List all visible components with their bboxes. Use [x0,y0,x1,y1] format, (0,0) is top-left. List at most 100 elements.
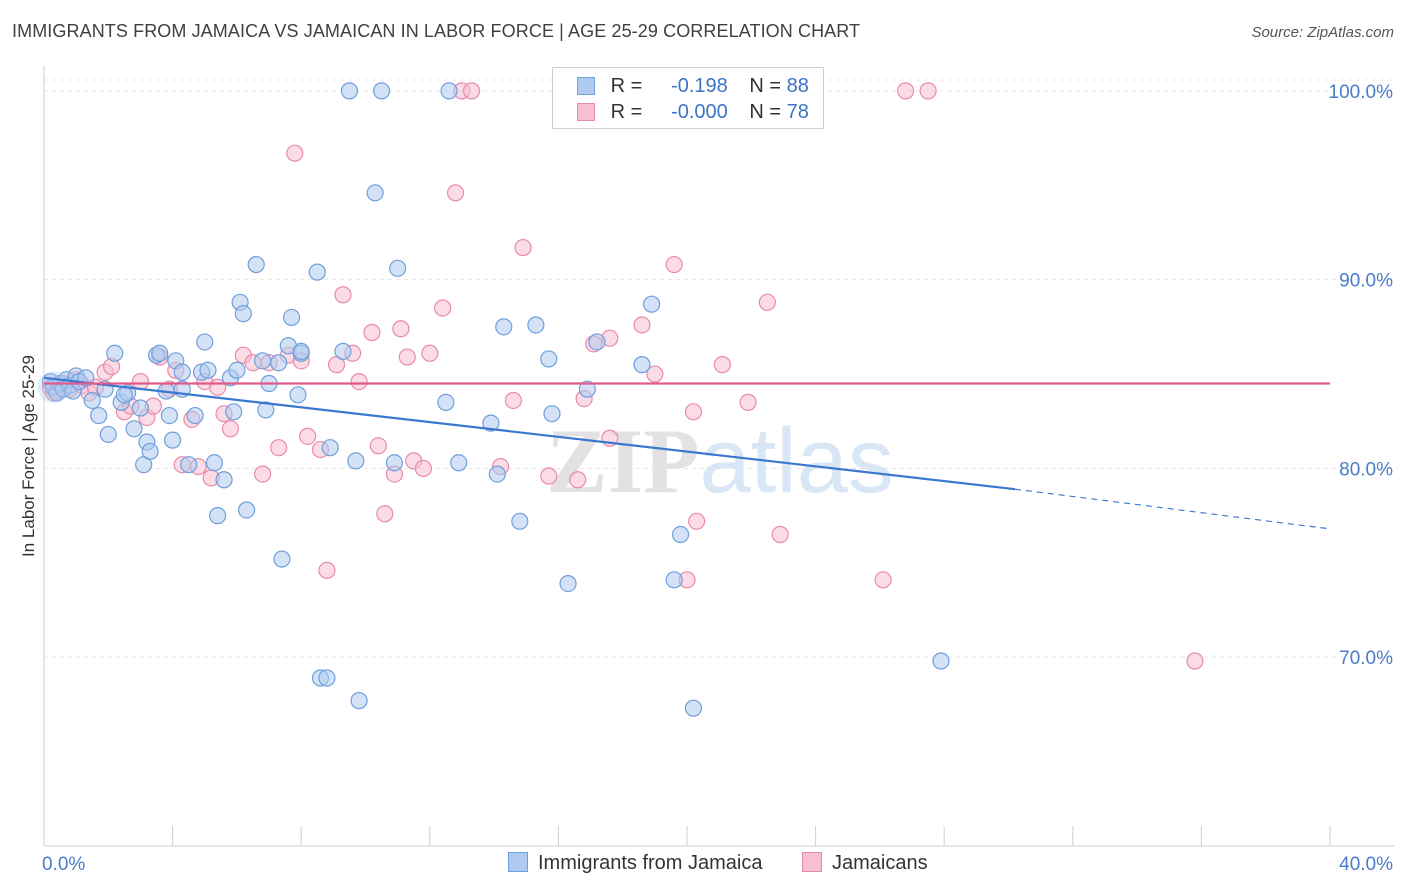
jamaicans-point [1186,652,1204,670]
immigrants-point [270,354,288,372]
immigrants-point [282,308,301,327]
jamaicans-point [434,299,452,317]
bottom-legend-swatch-immigrants [508,852,528,872]
immigrants-point [321,439,339,457]
jamaicans-point [392,320,410,338]
jamaicans-point [270,439,288,457]
legend-row-jamaicans: R = -0.000 N = 78 [577,101,809,127]
axes [43,66,1394,847]
x-tick-label-min: 0.0% [42,854,85,875]
y-tick-label: 100.0% [1329,82,1394,103]
immigrants-point [366,184,384,202]
jamaicans-point [318,561,336,579]
jamaicans-point [874,571,892,589]
immigrants-point [308,263,326,281]
jamaicans-point [221,420,240,438]
immigrants-point [234,305,252,323]
jamaicans-point [286,144,304,162]
immigrants-point [671,525,690,544]
immigrants-point [482,414,500,432]
immigrants-point [495,318,513,336]
y-axis-label: In Labor Force | Age 25-29 [19,355,38,557]
immigrants-point [257,401,275,419]
legend-row-immigrants: R = -0.198 N = 88 [577,75,809,101]
jamaicans-point [684,403,703,421]
immigrants-point [340,82,359,100]
y-tick-label: 80.0% [1339,459,1393,480]
immigrants-point [125,420,143,438]
watermark: ZIPatlas [546,410,894,512]
legend-n-value: 88 [786,75,809,97]
immigrants-point [350,692,368,710]
jamaicans-point [540,467,558,485]
immigrants-point [254,352,272,370]
immigrants-point [932,652,950,670]
jamaicans-point [376,505,394,523]
legend-r-value: -0.000 [671,101,728,123]
jamaicans-point [350,373,368,391]
immigrants-point [228,361,246,379]
source-label: Source: ZipAtlas.com [1251,24,1394,41]
immigrants-point [180,456,198,474]
immigrants-point [106,344,124,362]
immigrants-point [131,399,150,417]
chart-title: IMMIGRANTS FROM JAMAICA VS JAMAICAN IN L… [12,21,861,41]
jamaicans-point [688,512,706,530]
immigrants-point [318,669,336,687]
immigrants-point [199,361,217,379]
immigrants-point [90,406,108,425]
watermark-zip: ZIP [546,410,699,512]
immigrants-point [115,386,133,404]
jamaicans-point [414,459,432,478]
immigrants-point [559,574,577,593]
immigrants-point [83,391,101,410]
bottom-legend-swatch-jamaicans [802,852,822,872]
immigrants-trend-line [43,376,1016,491]
y-tick-label: 70.0% [1339,648,1393,669]
immigrants-point [347,452,365,470]
bottom-legend-label-jamaicans: Jamaicans [832,852,928,874]
jamaicans-point [739,393,757,411]
immigrants-point [205,454,223,472]
immigrants-point [372,82,391,100]
y-tick-labels: 70.0% 80.0% 90.0% 100.0% [1329,82,1394,669]
x-tick-labels: 0.0% 40.0% [42,854,1393,875]
legend-n-value: 78 [786,101,809,123]
watermark-atlas: atlas [700,410,894,512]
immigrants-point [160,406,178,425]
immigrants-point [196,333,214,351]
jamaicans-point [421,344,439,362]
jamaicans-point [363,323,381,342]
immigrants-point [141,442,159,461]
legend-r-label: R = [610,101,643,123]
bottom-legend-jamaicans: Jamaicans [802,852,928,875]
jamaicans-point [758,293,776,311]
jamaicans-point [299,427,317,445]
immigrants-point [164,431,182,449]
immigrants-point [334,342,352,360]
legend-r-value: -0.198 [671,75,728,97]
jamaicans-point [665,255,683,274]
stats-legend: R = -0.198 N = 88 R = -0.000 N = 78 [552,67,824,129]
immigrants-point [684,699,703,717]
x-tick-label-max: 40.0% [1339,854,1393,875]
immigrants-point [665,571,683,589]
y-tick-label: 90.0% [1339,271,1393,292]
immigrants-point [543,405,561,423]
immigrants-point [488,465,506,483]
immigrants-point [437,393,455,411]
jamaicans-point [398,348,416,366]
bottom-legend-label-immigrants: Immigrants from Jamaica [538,852,763,874]
immigrants-point [289,386,307,404]
legend-swatch-immigrants [577,77,595,95]
immigrants-point [633,356,651,374]
immigrants-point [588,333,606,351]
legend-n-label: N = [749,101,782,123]
immigrants-point [273,550,291,568]
immigrants-point [578,380,596,398]
trend-lines [43,376,1331,530]
jamaicans-point [369,437,387,455]
immigrants-point [540,350,558,368]
immigrants-point [450,454,468,472]
